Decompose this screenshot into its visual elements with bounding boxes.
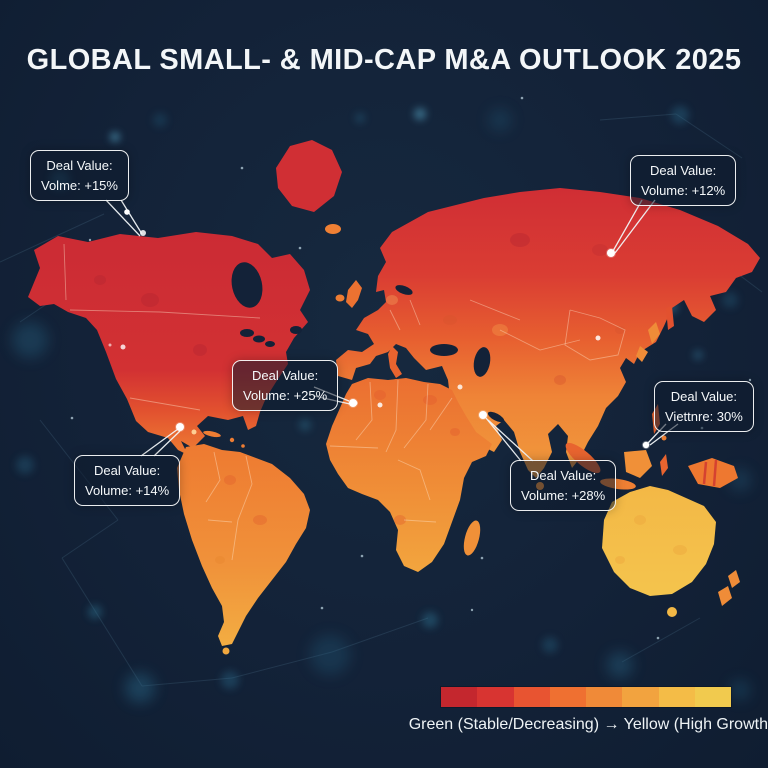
- world-map-landmasses: [28, 140, 760, 655]
- islands-caribbean: [203, 430, 245, 448]
- island-madagascar: [463, 520, 481, 556]
- callout-label: Deal Value:: [529, 468, 597, 483]
- bokeh-dots: [12, 106, 751, 703]
- page-title: GLOBAL SMALL- & MID-CAP M&A OUTLOOK 2025: [26, 44, 742, 76]
- callout-africa: Deal Value: Volume: +25%: [232, 360, 339, 411]
- island-britain: [346, 280, 362, 308]
- continent-south-america: [177, 444, 310, 646]
- callout-value: Volume: +12%: [641, 182, 726, 198]
- callout-leader-lines: [105, 199, 679, 462]
- map-water-overlays: [231, 262, 505, 423]
- legend-gradient-segment: [441, 687, 478, 707]
- callout-anchor-dots: [124, 209, 651, 450]
- legend-gradient-segment: [477, 687, 514, 707]
- country-borders: [63, 243, 626, 561]
- island-iceland: [325, 224, 341, 234]
- callout-value: Viettnre: 30%: [665, 408, 743, 424]
- callout-value: Volume: +28%: [521, 487, 606, 503]
- legend-gradient-segment: [586, 687, 623, 707]
- callout-value: Volume: +14%: [85, 482, 170, 498]
- callout-south-asia: Deal Value: Volume: +28%: [510, 460, 617, 511]
- island-tasmania: [667, 607, 677, 617]
- continent-australia: [602, 486, 716, 596]
- island-sakhalin: [666, 306, 674, 330]
- callout-value: Volume: +25%: [243, 387, 328, 403]
- island-new-guinea: [688, 458, 738, 488]
- legend-gradient-segment: [622, 687, 659, 707]
- heat-texture: [94, 233, 687, 564]
- island-greenland: [276, 140, 342, 212]
- callout-label: Deal Value:: [649, 163, 717, 178]
- islands-japan: [636, 322, 660, 362]
- legend: Green (Stable/Decreasing) → Yellow (High…: [409, 687, 768, 734]
- legend-gradient-segment: [549, 687, 586, 707]
- continent-africa: [326, 378, 492, 572]
- islands-new-zealand: [718, 570, 740, 606]
- callout-label: Deal Value:: [251, 368, 319, 383]
- callout-southeast-asia: Deal Value: Viettnre: 30%: [654, 381, 754, 432]
- callout-value: Volme: +15%: [41, 177, 118, 193]
- legend-caption: Green (Stable/Decreasing) → Yellow (High…: [409, 716, 768, 734]
- callout-label: Deal Value:: [93, 463, 161, 478]
- legend-gradient-segment: [658, 687, 695, 707]
- callout-northern-asia: Deal Value: Volume: +12%: [630, 155, 737, 206]
- callout-label: Deal Value:: [46, 158, 113, 173]
- legend-gradient-segment: [694, 687, 731, 707]
- legend-gradient-segment: [513, 687, 550, 707]
- peninsula-italy: [388, 346, 402, 378]
- legend-gradient-bar: [441, 687, 731, 707]
- continent-eurasia: [336, 188, 760, 478]
- island-tierra-del-fuego: [222, 647, 230, 655]
- island-ireland: [335, 294, 345, 302]
- callout-label: Deal Value:: [670, 389, 738, 404]
- callout-south-america: Deal Value: Volume: +14%: [74, 455, 181, 506]
- legend-caption-text: Green (Stable/Decreasing) → Yellow (High…: [408, 716, 768, 733]
- callout-north-america: Deal Value: Volme: +15%: [30, 150, 129, 201]
